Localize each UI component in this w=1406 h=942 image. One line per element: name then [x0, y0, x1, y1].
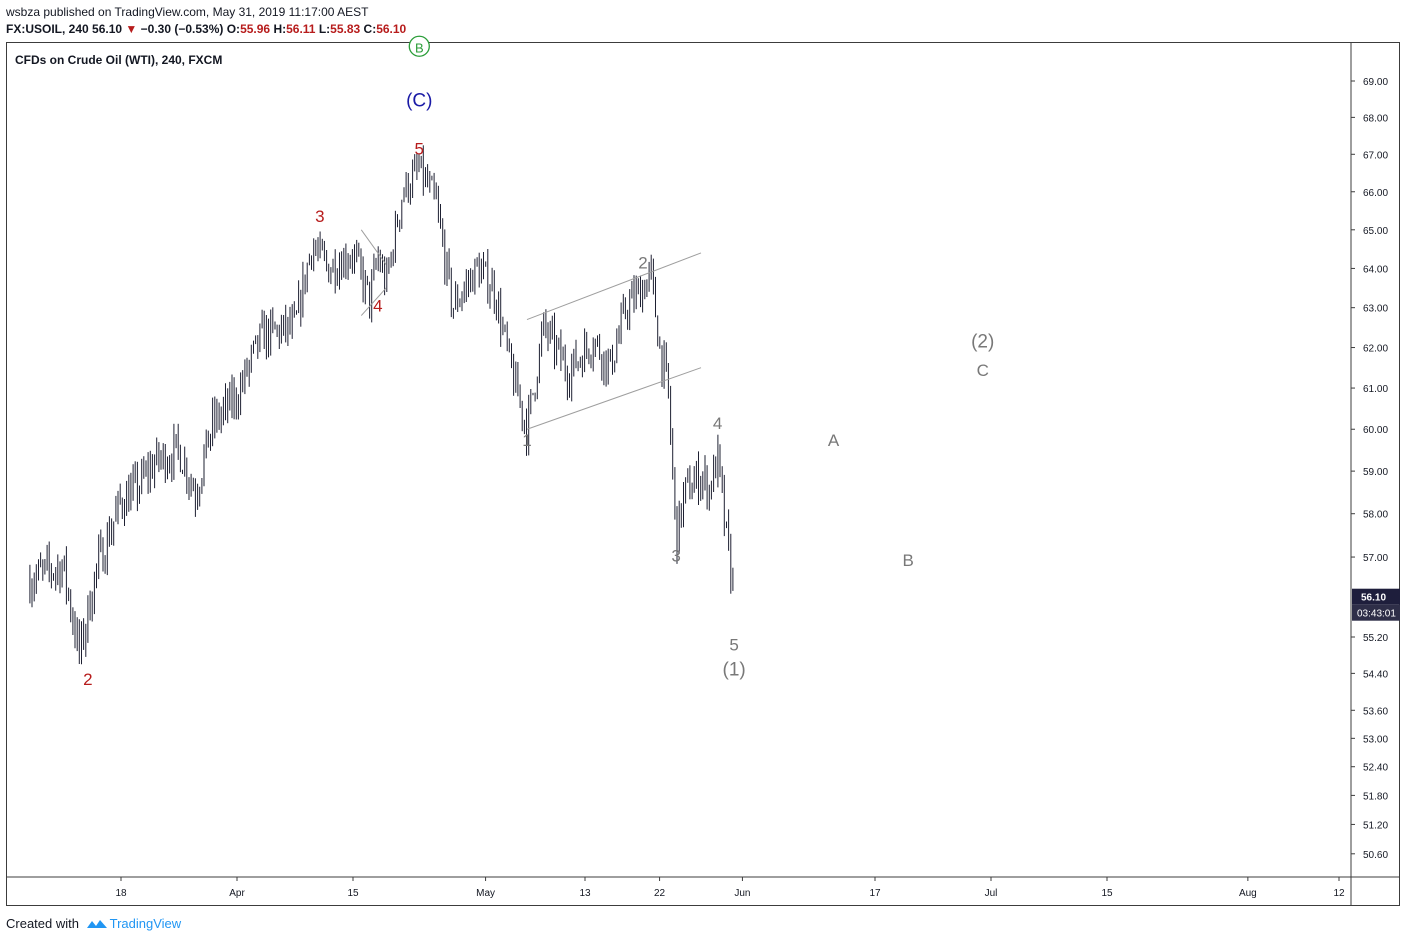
y-tick-label: 55.20 [1363, 633, 1388, 644]
y-tick-label: 51.20 [1363, 820, 1388, 831]
wave-label: 2 [83, 670, 92, 689]
wave-label: 4 [373, 297, 382, 316]
x-tick-label: 13 [579, 888, 591, 899]
y-tick-label: 65.00 [1363, 226, 1388, 237]
last-price-label: 56.10 [1361, 593, 1386, 604]
wave-label: (2) [971, 332, 994, 353]
y-tick-label: 59.00 [1363, 467, 1388, 478]
open-value: 55.96 [240, 22, 271, 36]
wave-label: 3 [671, 546, 680, 565]
publisher-line: wsbza published on TradingView.com, May … [6, 5, 369, 19]
y-tick-label: 64.00 [1363, 264, 1388, 275]
y-tick-label: 68.00 [1363, 113, 1388, 124]
y-tick-label: 53.00 [1363, 734, 1388, 745]
y-tick-label: 67.00 [1363, 150, 1388, 161]
x-tick-label: 12 [1333, 888, 1345, 899]
x-tick-label: 15 [1101, 888, 1113, 899]
wave-label: (1) [723, 660, 746, 681]
tradingview-brand[interactable]: TradingView [109, 916, 182, 931]
high-label: H: [273, 22, 287, 36]
wave-label: 1 [522, 431, 531, 450]
symbol-label: FX:USOIL, 240 [6, 22, 89, 36]
y-tick-label: 63.00 [1363, 304, 1388, 315]
down-arrow-icon: ▼ [125, 22, 138, 36]
wave-label: C [977, 361, 989, 380]
countdown-label: 03:43:01 [1357, 609, 1396, 620]
chart-frame [6, 42, 1400, 906]
low-value: 55.83 [330, 22, 361, 36]
wave-circle-icon [408, 35, 430, 57]
x-tick-label: May [476, 888, 495, 899]
x-tick-label: Apr [229, 888, 245, 899]
x-tick-label: 15 [347, 888, 359, 899]
y-tick-label: 52.40 [1363, 763, 1388, 774]
created-with-label: Created with [6, 916, 79, 931]
wave-label: 3 [315, 207, 324, 226]
y-tick-label: 50.60 [1363, 850, 1388, 861]
wave-label: B [415, 40, 424, 55]
channel-line [360, 229, 387, 265]
wave-label: 5 [729, 636, 738, 655]
close-label: C: [363, 22, 377, 36]
y-tick-label: 58.00 [1363, 510, 1388, 521]
y-tick-label: 66.00 [1363, 188, 1388, 199]
channel-line [526, 367, 702, 430]
y-tick-label: 61.00 [1363, 384, 1388, 395]
x-tick-label: Aug [1239, 888, 1257, 899]
ohlc-line: FX:USOIL, 240 56.10 ▼ −0.30 (−0.53%) O:5… [6, 22, 406, 36]
low-label: L: [318, 22, 331, 36]
wave-label: B [902, 551, 913, 570]
channel-line [526, 252, 702, 321]
wave-label: 5 [415, 139, 424, 158]
close-value: 56.10 [376, 22, 407, 36]
chart-legend: CFDs on Crude Oil (WTI), 240, FXCM [15, 53, 223, 67]
x-tick-label: Jun [734, 888, 750, 899]
x-tick-label: Jul [985, 888, 998, 899]
y-tick-label: 62.00 [1363, 344, 1388, 355]
y-tick-label: 69.00 [1363, 77, 1388, 88]
last-price: 56.10 [92, 22, 123, 36]
x-tick-label: 22 [654, 888, 666, 899]
high-value: 56.11 [286, 22, 316, 36]
wave-label: 2 [638, 253, 647, 272]
last-price-tag [1352, 588, 1400, 605]
price-change: −0.30 (−0.53%) [140, 22, 224, 36]
tradingview-logo-icon [86, 919, 107, 928]
y-tick-label: 53.60 [1363, 706, 1388, 717]
wave-label: A [828, 431, 840, 450]
y-tick-label: 60.00 [1363, 425, 1388, 436]
channel-line [360, 287, 387, 316]
footer: Created with TradingView [6, 916, 181, 932]
y-tick-label: 51.80 [1363, 791, 1388, 802]
y-tick-label: 57.00 [1363, 553, 1388, 564]
countdown-tag [1352, 604, 1400, 621]
wave-label: (C) [406, 90, 432, 111]
x-tick-label: 17 [869, 888, 881, 899]
y-tick-label: 54.40 [1363, 669, 1388, 680]
wave-label: 4 [713, 414, 722, 433]
x-tick-label: 18 [115, 888, 127, 899]
open-label: O: [226, 22, 241, 36]
